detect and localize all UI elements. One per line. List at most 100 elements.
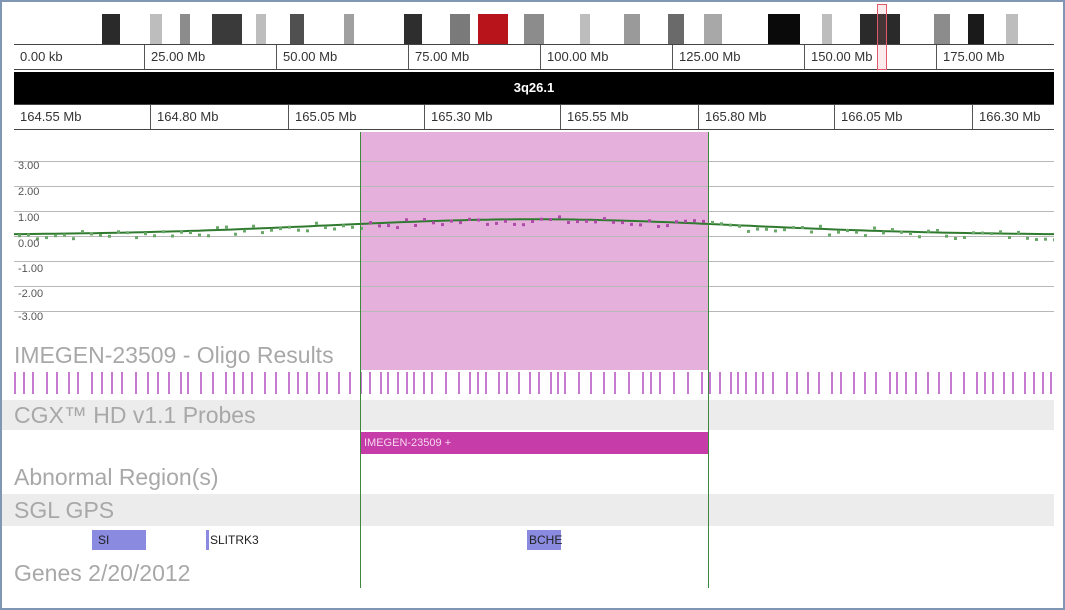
probe-data-point <box>117 230 120 234</box>
y-axis-label: -1.00 <box>18 263 44 275</box>
probe-data-point <box>459 221 462 225</box>
probe-data-point <box>297 228 300 232</box>
ideogram-position-marker[interactable] <box>877 4 887 70</box>
probe-data-point <box>963 236 966 239</box>
probe-data-point <box>468 217 471 221</box>
probe-data-point <box>261 231 264 235</box>
y-axis-label: 0.00 <box>18 238 40 250</box>
probe-tick <box>14 372 16 394</box>
probe-tick <box>709 372 711 394</box>
gene-si[interactable]: SI <box>92 530 146 550</box>
probe-data-point <box>846 229 849 233</box>
probe-tick <box>369 372 371 394</box>
ruler-tick: 50.00 Mb <box>276 45 337 69</box>
probe-tick <box>614 372 616 394</box>
probe-data-point <box>855 230 858 234</box>
probe-tick <box>46 372 48 394</box>
probe-tick <box>387 372 389 394</box>
ruler-tick: 75.00 Mb <box>408 45 469 69</box>
probe-tick <box>1012 372 1014 394</box>
probe-data-point <box>864 234 867 238</box>
probe-data-point <box>765 227 768 231</box>
probe-tick <box>135 372 137 394</box>
probe-tick <box>32 372 34 394</box>
probe-data-point <box>225 225 228 229</box>
probe-data-point <box>90 232 93 236</box>
probe-tick <box>264 372 266 394</box>
probe-data-point <box>981 231 984 235</box>
selected-region-highlight[interactable] <box>360 132 709 370</box>
probe-data-point <box>81 230 84 234</box>
probe-data-point <box>243 229 246 233</box>
probe-tick <box>306 372 308 394</box>
region-start-line[interactable] <box>360 132 361 588</box>
probe-data-point <box>369 221 372 225</box>
ruler-tick: 164.55 Mb <box>20 109 82 124</box>
probe-tick <box>413 372 415 394</box>
track-title-abnormal-regions: Abnormal Region(s) <box>14 464 219 490</box>
probe-data-point <box>432 221 435 225</box>
probe-tick <box>458 372 460 394</box>
chromosome-ideogram[interactable] <box>14 14 1054 44</box>
probe-tick <box>737 372 739 394</box>
probe-data-point <box>270 228 273 232</box>
probe-data-point <box>720 222 723 226</box>
probe-tick <box>807 372 809 394</box>
probe-data-point <box>423 218 426 221</box>
probe-tick <box>380 372 382 394</box>
gene-label: BCHE <box>529 533 563 547</box>
probe-data-point <box>189 231 192 235</box>
y-axis-label: 2.00 <box>18 186 40 198</box>
probe-data-point <box>360 226 363 230</box>
probe-tick <box>796 372 798 394</box>
probe-tick <box>786 372 788 394</box>
probe-data-point <box>486 222 489 226</box>
ruler-tick: 166.05 Mb <box>834 105 902 129</box>
probe-tick <box>853 372 855 394</box>
abnormal-region-bar[interactable]: IMEGEN-23509 + <box>360 432 709 454</box>
ruler-tick: 175.00 Mb <box>936 45 1004 69</box>
probe-data-point <box>882 231 885 235</box>
probe-data-point <box>774 229 777 233</box>
gene-slitrk3[interactable]: SLITRK3 <box>206 530 259 550</box>
gene-label: SI <box>98 533 110 547</box>
probe-tick <box>318 372 320 394</box>
probe-tick <box>518 372 520 394</box>
probe-tick <box>1024 372 1026 394</box>
probe-tick <box>56 372 58 394</box>
probe-tick <box>406 372 408 394</box>
probe-data-point <box>306 229 309 233</box>
probe-data-point <box>828 233 831 237</box>
probe-tick <box>423 372 425 394</box>
probe-tick <box>875 372 877 394</box>
probe-tick <box>157 372 159 394</box>
probe-tick <box>864 372 866 394</box>
probe-data-point <box>891 228 894 232</box>
probe-data-point <box>945 234 948 238</box>
probe-tick <box>101 372 103 394</box>
probe-tick <box>187 372 189 394</box>
probe-data-point <box>342 224 345 228</box>
gene-bche[interactable]: BCHE <box>527 530 562 550</box>
probe-data-point <box>180 230 183 234</box>
probe-tick <box>168 372 170 394</box>
probe-tick <box>772 372 774 394</box>
probe-data-point <box>72 237 75 241</box>
probe-tick <box>23 372 25 394</box>
region-end-line[interactable] <box>708 132 709 588</box>
probe-tick <box>603 372 605 394</box>
probe-data-point <box>909 232 912 236</box>
probe-track <box>14 372 1054 396</box>
probe-tick <box>251 372 253 394</box>
probe-data-point <box>558 215 561 219</box>
probe-tick <box>590 372 592 394</box>
smoothed-log-ratio-line <box>14 218 1054 236</box>
probe-data-point <box>315 221 318 225</box>
probe-data-point <box>324 226 327 229</box>
probe-tick <box>242 372 244 394</box>
probe-tick <box>111 372 113 394</box>
probe-tick <box>338 372 340 394</box>
probe-tick <box>225 372 227 394</box>
y-axis-label: 1.00 <box>18 212 40 224</box>
track-strip <box>2 494 1054 526</box>
